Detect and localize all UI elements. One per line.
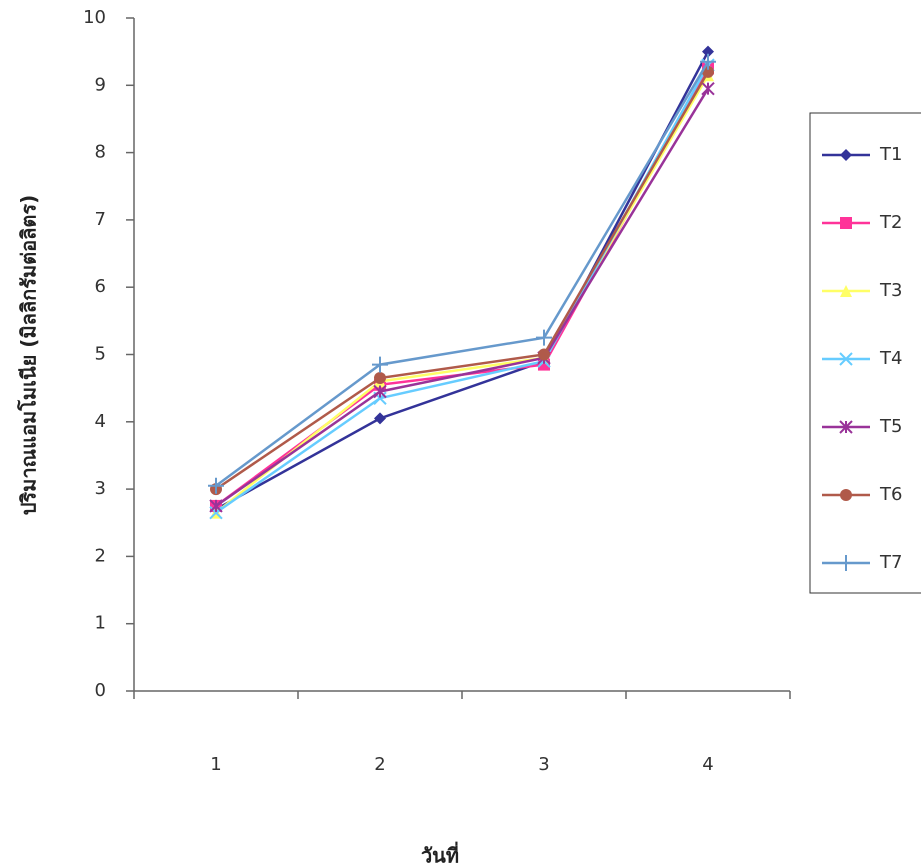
x-tick-label: 2: [374, 754, 385, 775]
marker: [702, 45, 714, 58]
marker: [701, 81, 715, 96]
marker: [373, 384, 387, 399]
legend-marker: [840, 489, 852, 501]
legend-box: [809, 112, 921, 594]
marker: [536, 329, 552, 346]
series-line: [215, 74, 710, 514]
series-line: [215, 61, 710, 487]
legend-label: T7: [879, 552, 902, 573]
marker: [538, 348, 550, 361]
legend-label: T1: [879, 144, 902, 165]
y-axis-label: ปริมาณแอมโมเนีย (มิลลิกรัมต่อลิตร): [17, 195, 41, 516]
legend-label: T3: [879, 280, 902, 301]
legend-marker: [838, 555, 854, 571]
legend-label: T4: [879, 348, 902, 369]
series-line: [215, 88, 710, 507]
y-tick-label: 9: [95, 74, 106, 95]
x-axis-label: วันที่: [421, 841, 459, 867]
y-tick-label: 7: [95, 209, 106, 230]
y-tick-label: 4: [95, 411, 106, 432]
legend-marker: [840, 285, 852, 297]
legend-label: T2: [879, 212, 902, 233]
series-line: [215, 71, 710, 491]
legend-label: T5: [879, 416, 902, 437]
marker: [209, 499, 223, 513]
x-tick-label: 1: [210, 754, 221, 775]
y-tick-label: 8: [95, 142, 106, 163]
y-tick-label: 1: [95, 613, 106, 634]
marker: [700, 53, 716, 70]
y-tick-label: 5: [95, 344, 106, 365]
marker: [208, 477, 224, 494]
legend-marker: [840, 149, 852, 161]
legend-marker: [840, 217, 852, 229]
x-tick-label: 3: [538, 754, 549, 775]
y-tick-label: 2: [95, 545, 106, 566]
y-tick-label: 6: [95, 276, 106, 297]
marker: [372, 356, 388, 373]
y-tick-label: 10: [83, 7, 106, 28]
marker: [374, 372, 386, 385]
legend-label: T6: [879, 484, 902, 505]
legend-marker: [839, 352, 853, 366]
marker: [374, 412, 386, 425]
x-tick-label: 4: [702, 754, 713, 775]
legend-marker: [839, 420, 853, 434]
y-tick-label: 0: [95, 680, 106, 701]
series-line: [215, 64, 710, 514]
y-tick-label: 3: [95, 478, 106, 499]
series-line: [215, 51, 710, 511]
